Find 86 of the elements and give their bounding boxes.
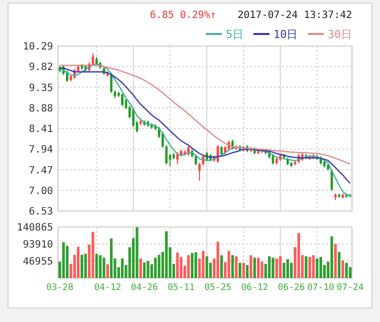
y-tick-label: 46955 <box>22 256 53 268</box>
legend-item: 30日 <box>308 28 352 41</box>
bar <box>216 242 220 278</box>
bar <box>98 255 102 278</box>
y-tick-label: 7.94 <box>28 144 53 156</box>
x-tick-label: 05-25 <box>204 283 232 293</box>
x-tick-label: 06-12 <box>241 283 268 293</box>
bar <box>312 255 315 278</box>
bar <box>279 256 282 278</box>
bar <box>316 258 318 278</box>
y-tick-label: 10.29 <box>22 42 53 52</box>
bar <box>139 258 142 278</box>
bar <box>106 264 109 278</box>
y-tick-label: 140865 <box>16 222 53 234</box>
legend-label: 30日 <box>328 28 352 41</box>
bar <box>228 250 230 278</box>
bar <box>297 233 300 278</box>
bar <box>190 253 194 278</box>
bar <box>334 244 337 278</box>
y-tick-label: 6.53 <box>28 206 53 218</box>
bar <box>338 252 340 278</box>
bar <box>194 252 198 278</box>
bar <box>102 258 106 278</box>
bar <box>206 256 208 278</box>
bar <box>146 260 150 278</box>
bar <box>304 256 308 278</box>
bar <box>92 232 94 278</box>
bar <box>282 262 286 278</box>
bar <box>234 256 238 278</box>
bar <box>238 262 242 278</box>
x-tick-label: 04-12 <box>94 283 122 293</box>
bar <box>66 246 69 278</box>
bar <box>246 264 249 278</box>
y-tick-label: 93910 <box>22 240 53 250</box>
y-tick-label: 9.35 <box>28 82 53 94</box>
bar <box>154 258 157 278</box>
bar <box>260 262 264 278</box>
bar <box>80 254 84 278</box>
text: 0.29%↑ <box>180 10 216 21</box>
bar <box>120 258 124 278</box>
bar <box>319 257 322 278</box>
x-tick-label: 07-24 <box>336 283 364 293</box>
bar <box>290 262 293 278</box>
y-tick-label: 7.47 <box>28 165 53 176</box>
bar <box>202 250 204 278</box>
bar <box>76 246 80 278</box>
bar <box>84 254 87 278</box>
y-tick-label: 7.00 <box>28 186 53 197</box>
y-tick-label: 8.88 <box>28 103 53 114</box>
bar <box>253 258 256 278</box>
legend-item: 5日 <box>206 28 244 41</box>
bar <box>286 259 290 278</box>
bar <box>256 258 260 278</box>
x-tick-label: 04-26 <box>130 283 158 293</box>
bar <box>275 258 278 278</box>
text: 6.85 <box>150 10 174 21</box>
x-tick-label: 05-11 <box>168 283 195 293</box>
bar <box>268 256 271 278</box>
bar <box>345 262 348 278</box>
bar <box>220 255 223 278</box>
legend-item: 10日 <box>254 28 298 41</box>
bar <box>308 257 312 278</box>
bar <box>165 231 168 278</box>
bar <box>348 267 352 278</box>
y-tick-label: 8.41 <box>28 124 53 135</box>
bar <box>110 238 113 278</box>
legend-label: 5日 <box>226 28 244 41</box>
bar <box>341 260 344 278</box>
text: 2017-07-24 13:37:42 <box>238 10 352 21</box>
bar <box>143 262 146 278</box>
x-tick-label: 06-26 <box>278 283 305 293</box>
bar <box>231 255 234 278</box>
bar <box>136 227 138 278</box>
x-tick-label: 07-10 <box>307 283 334 293</box>
bar <box>62 242 65 278</box>
bar <box>272 258 274 278</box>
bar <box>95 254 98 278</box>
bar <box>250 255 252 278</box>
bar <box>187 255 190 278</box>
bar <box>330 236 334 278</box>
bar <box>176 252 179 278</box>
y-tick-label: 9.82 <box>28 62 53 74</box>
bar <box>242 262 245 278</box>
x-tick-label: 03-28 <box>46 283 74 293</box>
bar <box>158 254 160 278</box>
legend-label: 10日 <box>274 28 298 41</box>
